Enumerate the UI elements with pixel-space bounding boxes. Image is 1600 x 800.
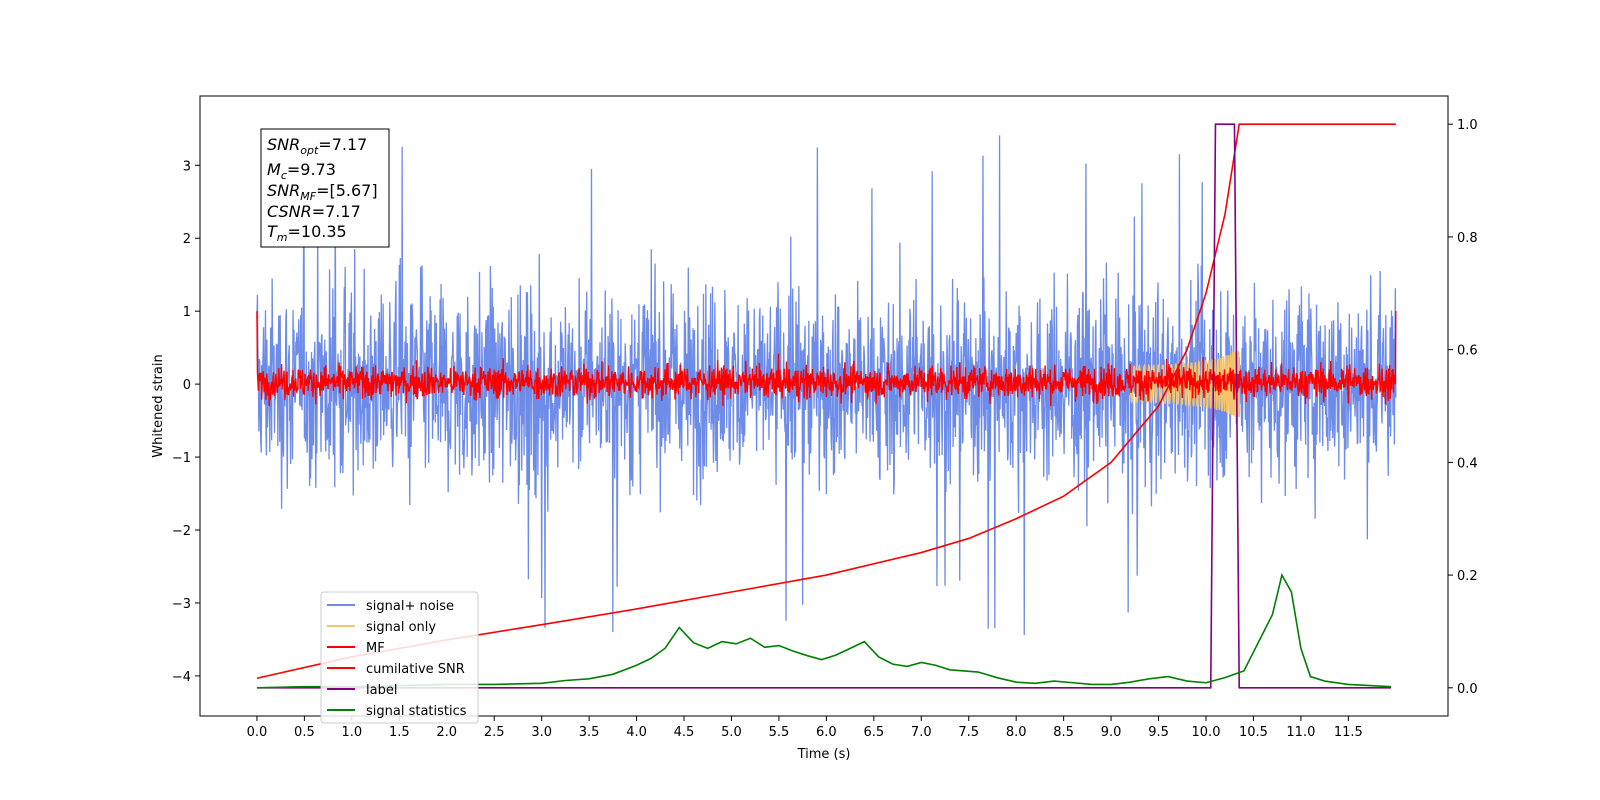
x-tick-label: 3.5 bbox=[579, 725, 600, 740]
x-tick-label: 8.5 bbox=[1053, 725, 1074, 740]
chirp-mass-text: Mc=9.73 bbox=[267, 160, 336, 182]
y-tick-label: −2 bbox=[172, 524, 191, 539]
y2-tick-label: 0.2 bbox=[1457, 569, 1478, 584]
x-tick-label: 2.0 bbox=[436, 725, 457, 740]
csnr-text: CSNR=7.17 bbox=[267, 202, 361, 221]
y2-tick-label: 0.0 bbox=[1457, 682, 1478, 697]
y-tick-label: −3 bbox=[172, 597, 191, 612]
y2-tick-label: 0.6 bbox=[1457, 344, 1478, 359]
x-tick-label: 3.0 bbox=[531, 725, 552, 740]
x-tick-label: 9.0 bbox=[1101, 725, 1122, 740]
y2-tick-label: 1.0 bbox=[1457, 118, 1478, 133]
y-tick-label: 2 bbox=[183, 232, 191, 247]
y-tick-label: 3 bbox=[183, 159, 191, 174]
x-tick-label: 7.0 bbox=[911, 725, 932, 740]
y-tick-label: 0 bbox=[183, 378, 191, 393]
x-tick-label: 9.5 bbox=[1148, 725, 1169, 740]
x-tick-label: 10.0 bbox=[1192, 725, 1221, 740]
x-tick-label: 11.0 bbox=[1286, 725, 1315, 740]
legend-label-cumulative-snr: cumilative SNR bbox=[366, 662, 465, 677]
x-tick-label: 6.5 bbox=[863, 725, 884, 740]
x-tick-label: 7.5 bbox=[958, 725, 979, 740]
legend-entry-signal-statistics: signal statistics bbox=[327, 704, 467, 719]
series-cumulative-snr bbox=[256, 123, 1396, 680]
y2-tick-label: 0.4 bbox=[1457, 456, 1478, 471]
legend-entry-signal-only: signal only bbox=[327, 620, 436, 635]
x-tick-label: 8.0 bbox=[1006, 725, 1027, 740]
x-tick-label: 5.0 bbox=[721, 725, 742, 740]
x-tick-label: 0.0 bbox=[247, 725, 268, 740]
x-tick-label: 1.5 bbox=[389, 725, 410, 740]
legend: signal+ noise signal only MF cumilative … bbox=[320, 591, 479, 724]
merger-time-text: Tm=10.35 bbox=[267, 222, 347, 244]
series-mf bbox=[256, 311, 1397, 407]
series-label bbox=[256, 123, 1392, 689]
legend-entry-label: label bbox=[327, 683, 397, 698]
x-tick-label: 10.5 bbox=[1239, 725, 1268, 740]
legend-entry-mf: MF bbox=[327, 641, 385, 656]
legend-label-mf: MF bbox=[366, 641, 385, 656]
y2-tick-label: 0.8 bbox=[1457, 231, 1478, 246]
x-tick-label: 4.5 bbox=[674, 725, 695, 740]
x-tick-label: 1.0 bbox=[342, 725, 363, 740]
x-tick-label: 2.5 bbox=[484, 725, 505, 740]
x-tick-label: 5.5 bbox=[769, 725, 790, 740]
snr-opt-text: SNRopt=7.17 bbox=[267, 135, 367, 157]
y-tick-label: −1 bbox=[172, 451, 191, 466]
series-signal-statistics bbox=[256, 572, 1392, 689]
legend-label-signal-statistics: signal statistics bbox=[366, 704, 467, 719]
legend-label-signal-only: signal only bbox=[366, 620, 436, 635]
x-axis-label: Time (s) bbox=[797, 747, 851, 762]
legend-label-label: label bbox=[366, 683, 397, 698]
plot-frame bbox=[199, 95, 1449, 717]
x-tick-label: 11.5 bbox=[1334, 725, 1363, 740]
y-tick-label: 1 bbox=[183, 305, 191, 320]
legend-label-signal-noise: signal+ noise bbox=[366, 599, 454, 614]
y-axis-label: Whitened strain bbox=[151, 354, 166, 457]
x-tick-label: 4.0 bbox=[626, 725, 647, 740]
x-tick-label: 0.5 bbox=[294, 725, 315, 740]
legend-entry-signal-noise: signal+ noise bbox=[327, 599, 454, 614]
y-tick-label: −4 bbox=[172, 670, 191, 685]
x-tick-label: 6.0 bbox=[816, 725, 837, 740]
legend-entry-cumulative-snr: cumilative SNR bbox=[327, 662, 465, 677]
snr-annotation-box: SNRopt=7.17 Mc=9.73 SNRMF=[5.67] CSNR=7.… bbox=[260, 128, 390, 248]
snr-mf-text: SNRMF=[5.67] bbox=[267, 181, 378, 203]
